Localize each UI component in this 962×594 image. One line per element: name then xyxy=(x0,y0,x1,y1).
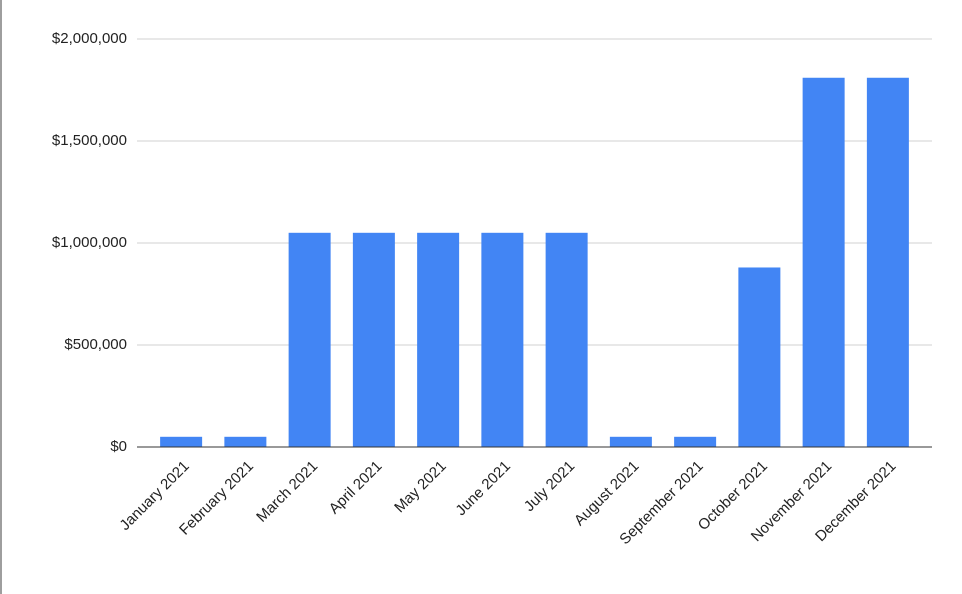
y-tick-label: $1,500,000 xyxy=(52,132,127,149)
bar xyxy=(352,232,395,447)
left-border xyxy=(0,0,2,594)
bar xyxy=(417,232,460,447)
x-tick-label: March 2021 xyxy=(253,458,321,526)
x-tick-label: May 2021 xyxy=(391,458,450,517)
y-tick-label: $500,000 xyxy=(64,336,127,353)
bar xyxy=(288,232,331,447)
bar xyxy=(738,267,781,447)
bar xyxy=(802,77,845,447)
x-tick-label: August 2021 xyxy=(571,458,643,530)
y-tick-label: $0 xyxy=(110,438,127,455)
x-tick-label: June 2021 xyxy=(452,458,514,520)
bar xyxy=(481,232,524,447)
y-tick-label: $1,000,000 xyxy=(52,234,127,251)
y-tick-label: $2,000,000 xyxy=(52,30,127,47)
bar xyxy=(866,77,909,447)
x-tick-label: July 2021 xyxy=(521,458,578,515)
bar xyxy=(674,436,717,447)
bar xyxy=(609,436,652,447)
bar xyxy=(545,232,588,447)
x-tick-label: April 2021 xyxy=(326,458,386,518)
bar xyxy=(160,436,203,447)
bar xyxy=(224,436,267,447)
